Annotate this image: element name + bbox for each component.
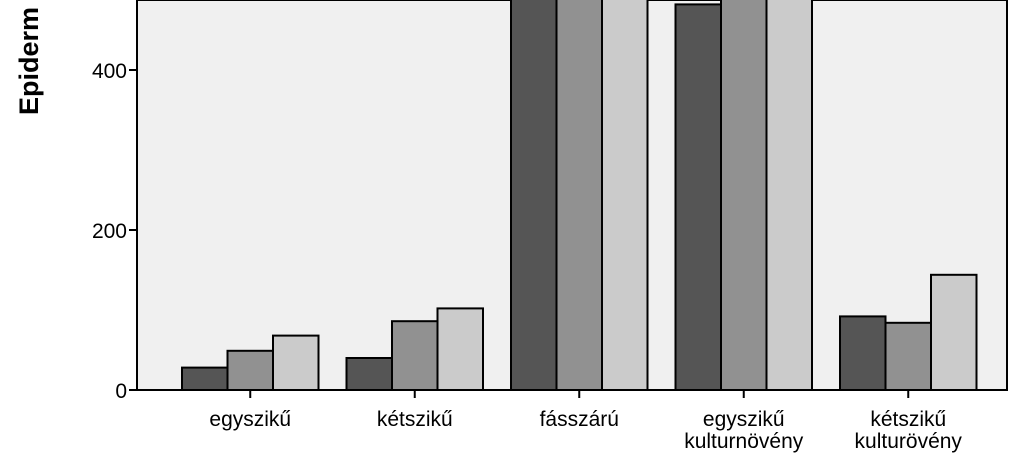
bar-2-1 [555, 0, 603, 391]
y-axis: 0 200 400 [92, 60, 137, 403]
bar-1-1 [391, 320, 439, 392]
bars-group [181, 0, 978, 392]
bar-1-0 [345, 357, 393, 391]
category-label-4: kétszikű kulturövény [855, 408, 963, 453]
bar-1-2 [436, 307, 484, 391]
bar-0-1 [226, 349, 274, 391]
y-axis-label: Epiderm [14, 7, 44, 115]
category-label-line: egyszikű [209, 408, 291, 431]
bar-3-0 [674, 3, 722, 392]
bar-2-2 [601, 0, 649, 391]
bar-4-2 [930, 273, 978, 391]
category-label-2: fásszárú [540, 408, 619, 431]
bar-0-0 [181, 366, 229, 392]
y-tick-label-0: 0 [115, 380, 127, 403]
bar-0-2 [272, 334, 320, 392]
y-tick-label-2: 400 [92, 60, 127, 83]
bar-3-2 [765, 0, 813, 391]
category-label-line: kétszikű [377, 408, 453, 431]
category-label-line: fásszárú [540, 408, 619, 431]
x-axis: egyszikű kétszikű fásszárú egyszikű kulturnö… [209, 390, 962, 453]
category-label-line: kulturnövény [684, 430, 804, 453]
plot-border [136, 0, 1008, 391]
bar-4-1 [884, 321, 932, 391]
bar-2-0 [510, 0, 558, 391]
y-tick-label-1: 200 [92, 220, 127, 243]
category-label-line: kétszikű [870, 408, 946, 431]
bar-3-1 [720, 0, 768, 391]
category-label-3: egyszikű kulturnövény [684, 408, 804, 453]
category-label-line: kulturövény [855, 430, 963, 453]
category-label-1: kétszikű [377, 408, 453, 431]
bar-4-0 [839, 315, 887, 391]
category-label-0: egyszikű [209, 408, 291, 431]
category-label-line: egyszikű [703, 408, 785, 431]
